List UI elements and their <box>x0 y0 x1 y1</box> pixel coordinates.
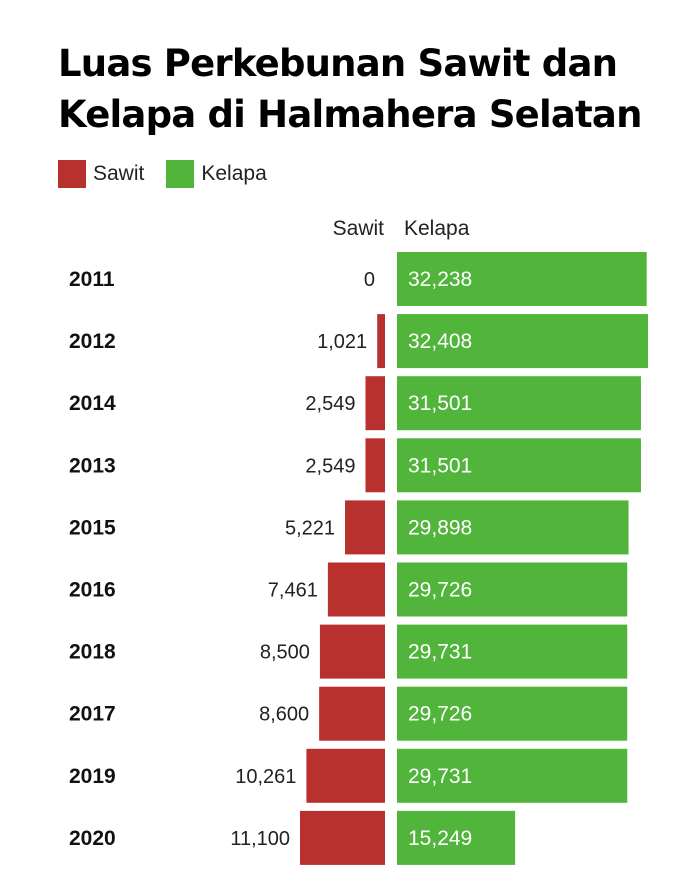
sawit-bar-2013-3 <box>365 438 385 493</box>
kelapa-bar-2016-5 <box>397 562 628 617</box>
kelapa-value-label-2011-0: 32,238 <box>408 268 472 291</box>
legend-item-sawit: Sawit <box>58 160 144 188</box>
kelapa-bar-2017-7 <box>397 686 628 741</box>
sawit-value-label-2011-0: 0 <box>364 269 375 291</box>
year-label-2020-9: 2020 <box>69 827 116 850</box>
sawit-bar-2018-6 <box>319 624 385 679</box>
sawit-bar-2012-1 <box>377 314 385 369</box>
sawit-value-label-2014-2: 2,549 <box>305 393 355 415</box>
year-label-2012-1: 2012 <box>69 330 116 353</box>
kelapa-value-label-2012-1: 32,408 <box>408 330 472 353</box>
chart-rows: 2011 0 32,238 2012 1,021 32,408 2014 2,549 31,50… <box>69 252 648 865</box>
kelapa-bar-2015-4 <box>397 500 629 555</box>
year-label-2013-3: 2013 <box>69 454 116 477</box>
year-label-2011-0: 2011 <box>69 268 115 291</box>
chart-legend: Sawit Kelapa <box>58 160 289 188</box>
kelapa-bar-2014-2 <box>397 376 641 431</box>
sawit-value-label-2015-4: 5,221 <box>285 517 335 539</box>
column-header-kelapa: Kelapa <box>404 217 470 240</box>
kelapa-bar-2018-6 <box>397 624 628 679</box>
kelapa-bar-2012-1 <box>397 314 648 369</box>
kelapa-value-label-2017-7: 29,726 <box>408 703 472 726</box>
kelapa-value-label-2013-3: 31,501 <box>408 454 472 477</box>
kelapa-bar-2011-0 <box>397 252 647 306</box>
sawit-value-label-2016-5: 7,461 <box>268 580 318 602</box>
sawit-bar-2016-5 <box>327 562 385 617</box>
kelapa-bar-2013-3 <box>397 438 641 493</box>
kelapa-value-label-2015-4: 29,898 <box>408 516 472 539</box>
legend-item-kelapa: Kelapa <box>166 160 267 188</box>
year-label-2019-8: 2019 <box>69 765 116 788</box>
column-header-sawit: Sawit <box>333 217 385 240</box>
sawit-value-label-2018-6: 8,500 <box>260 642 310 664</box>
kelapa-value-label-2018-6: 29,731 <box>408 641 472 664</box>
kelapa-value-label-2019-8: 29,731 <box>408 765 472 788</box>
kelapa-value-label-2016-5: 29,726 <box>408 579 472 602</box>
sawit-bar-2014-2 <box>365 376 385 431</box>
sawit-bar-2019-8 <box>306 748 385 803</box>
sawit-value-label-2019-8: 10,261 <box>235 766 296 788</box>
sawit-value-label-2020-9: 11,100 <box>230 828 290 850</box>
sawit-bar-2017-7 <box>319 686 385 741</box>
kelapa-bar-2019-8 <box>397 748 628 803</box>
kelapa-value-label-2020-9: 15,249 <box>408 827 472 850</box>
year-label-2018-6: 2018 <box>69 641 116 664</box>
sawit-value-label-2012-1: 1,021 <box>317 331 367 353</box>
year-label-2017-7: 2017 <box>69 703 116 726</box>
kelapa-bar-2020-9 <box>397 810 516 865</box>
year-label-2014-2: 2014 <box>69 392 116 415</box>
kelapa-value-label-2014-2: 31,501 <box>408 392 472 415</box>
legend-label-sawit: Sawit <box>93 162 145 185</box>
sawit-bar-2020-9 <box>300 810 385 865</box>
legend-swatch-kelapa <box>166 160 195 188</box>
year-label-2016-5: 2016 <box>69 579 116 602</box>
legend-label-kelapa: Kelapa <box>201 162 267 185</box>
year-label-2015-4: 2015 <box>69 516 116 539</box>
chart-title: Luas Perkebunan Sawit dan Kelapa di Halm… <box>58 42 642 136</box>
sawit-value-label-2013-3: 2,549 <box>305 455 355 477</box>
legend-swatch-sawit <box>58 160 86 188</box>
sawit-value-label-2017-7: 8,600 <box>259 704 309 726</box>
sawit-bar-2015-4 <box>345 500 385 555</box>
